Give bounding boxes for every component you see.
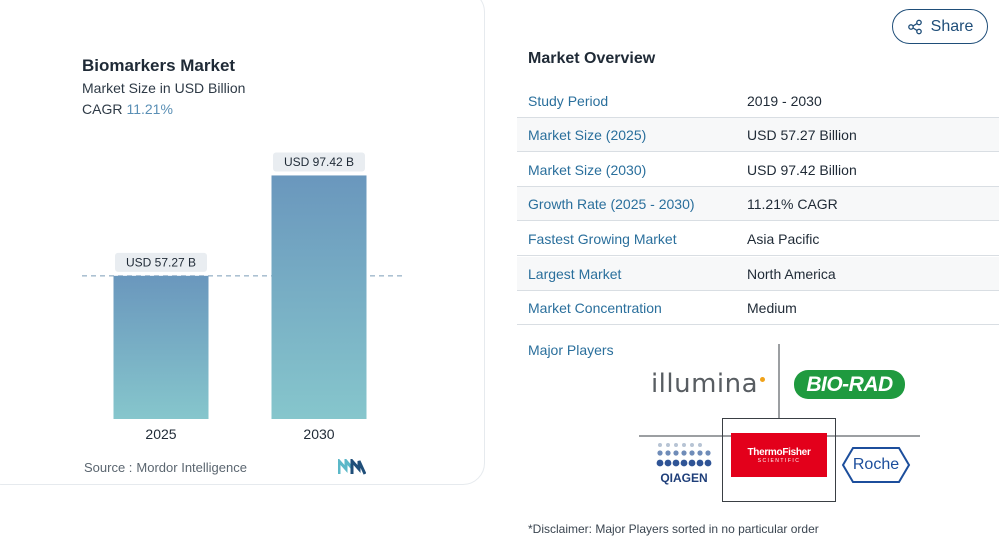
roche-logo: Roche bbox=[841, 446, 911, 484]
data-label-bg bbox=[115, 252, 207, 272]
source-line: Source : Mordor Intelligence bbox=[84, 460, 247, 475]
roche-logo-text: Roche bbox=[852, 456, 900, 473]
bar-2025 bbox=[113, 275, 209, 419]
mordor-logo-icon bbox=[338, 459, 366, 475]
overview-value: Asia Pacific bbox=[747, 230, 820, 247]
x-tick-label: 2030 bbox=[303, 426, 334, 442]
bar-2030 bbox=[271, 175, 367, 419]
overview-label: Market Concentration bbox=[528, 299, 662, 316]
thermo-fisher-logo: ThermoFisher SCIENTIFIC bbox=[731, 433, 827, 477]
overview-value: Medium bbox=[747, 299, 797, 316]
major-players-label: Major Players bbox=[528, 342, 614, 358]
share-label: Share bbox=[930, 17, 974, 35]
thermo-fisher-logo-text: ThermoFisher bbox=[747, 446, 811, 458]
overview-row-growth-rate: Growth Rate (2025 - 2030) 11.21% CAGR bbox=[517, 187, 999, 221]
overview-title: Market Overview bbox=[528, 50, 656, 67]
cagr-label: CAGR bbox=[82, 101, 123, 117]
chart-title: Biomarkers Market bbox=[82, 56, 236, 75]
illumina-logo-text: illumina bbox=[650, 369, 759, 399]
overview-label: Largest Market bbox=[528, 265, 622, 282]
overview-label: Study Period bbox=[528, 92, 609, 109]
bio-rad-logo: BIO-RAD bbox=[794, 370, 905, 399]
data-label: USD 97.42 B bbox=[284, 155, 354, 169]
source-label: Source : bbox=[84, 460, 133, 475]
overview-row-market-size-2025: Market Size (2025) USD 57.27 Billion bbox=[517, 118, 999, 152]
chart-cagr: CAGR 11.21% bbox=[82, 101, 173, 117]
qiagen-dots-icon bbox=[656, 443, 712, 467]
overview-value: 2019 - 2030 bbox=[747, 92, 822, 109]
overview-label: Growth Rate (2025 - 2030) bbox=[528, 195, 695, 212]
overview-value: USD 57.27 Billion bbox=[747, 126, 857, 143]
share-button[interactable]: Share bbox=[892, 9, 988, 44]
overview-label: Fastest Growing Market bbox=[528, 230, 677, 247]
disclaimer: *Disclaimer: Major Players sorted in no … bbox=[528, 522, 819, 536]
qiagen-logo: QIAGEN bbox=[654, 442, 714, 490]
x-tick-label: 2025 bbox=[145, 426, 176, 442]
bio-rad-logo-text: BIO-RAD bbox=[806, 372, 893, 396]
bar-chart: USD 57.27 B 2025 USD 97.42 B 2030 bbox=[82, 152, 402, 442]
overview-value: USD 97.42 Billion bbox=[747, 161, 857, 178]
illumina-dot-icon bbox=[760, 376, 766, 382]
overview-label: Market Size (2030) bbox=[528, 161, 647, 178]
share-icon bbox=[907, 19, 922, 34]
data-label: USD 57.27 B bbox=[126, 255, 196, 269]
overview-row-concentration: Market Concentration Medium bbox=[517, 291, 999, 325]
qiagen-logo-text: QIAGEN bbox=[660, 471, 708, 485]
overview-row-study-period: Study Period 2019 - 2030 bbox=[517, 84, 999, 118]
chart-subtitle: Market Size in USD Billion bbox=[82, 80, 246, 96]
overview-value: 11.21% CAGR bbox=[747, 195, 838, 212]
illumina-logo: illumina bbox=[648, 364, 768, 404]
cagr-value: 11.21% bbox=[126, 101, 173, 117]
overview-value: North America bbox=[747, 265, 836, 282]
thermo-fisher-logo-subtext: SCIENTIFIC bbox=[757, 457, 801, 464]
source-name: Mordor Intelligence bbox=[136, 460, 247, 475]
overview-row-fastest-growing: Fastest Growing Market Asia Pacific bbox=[517, 222, 999, 256]
overview-label: Market Size (2025) bbox=[528, 126, 647, 143]
roche-hexagon-icon bbox=[841, 447, 911, 483]
overview-row-largest-market: Largest Market North America bbox=[517, 257, 999, 291]
overview-row-market-size-2030: Market Size (2030) USD 97.42 Billion bbox=[517, 153, 999, 187]
chart-card bbox=[0, 0, 485, 485]
data-label-bg bbox=[273, 152, 365, 172]
